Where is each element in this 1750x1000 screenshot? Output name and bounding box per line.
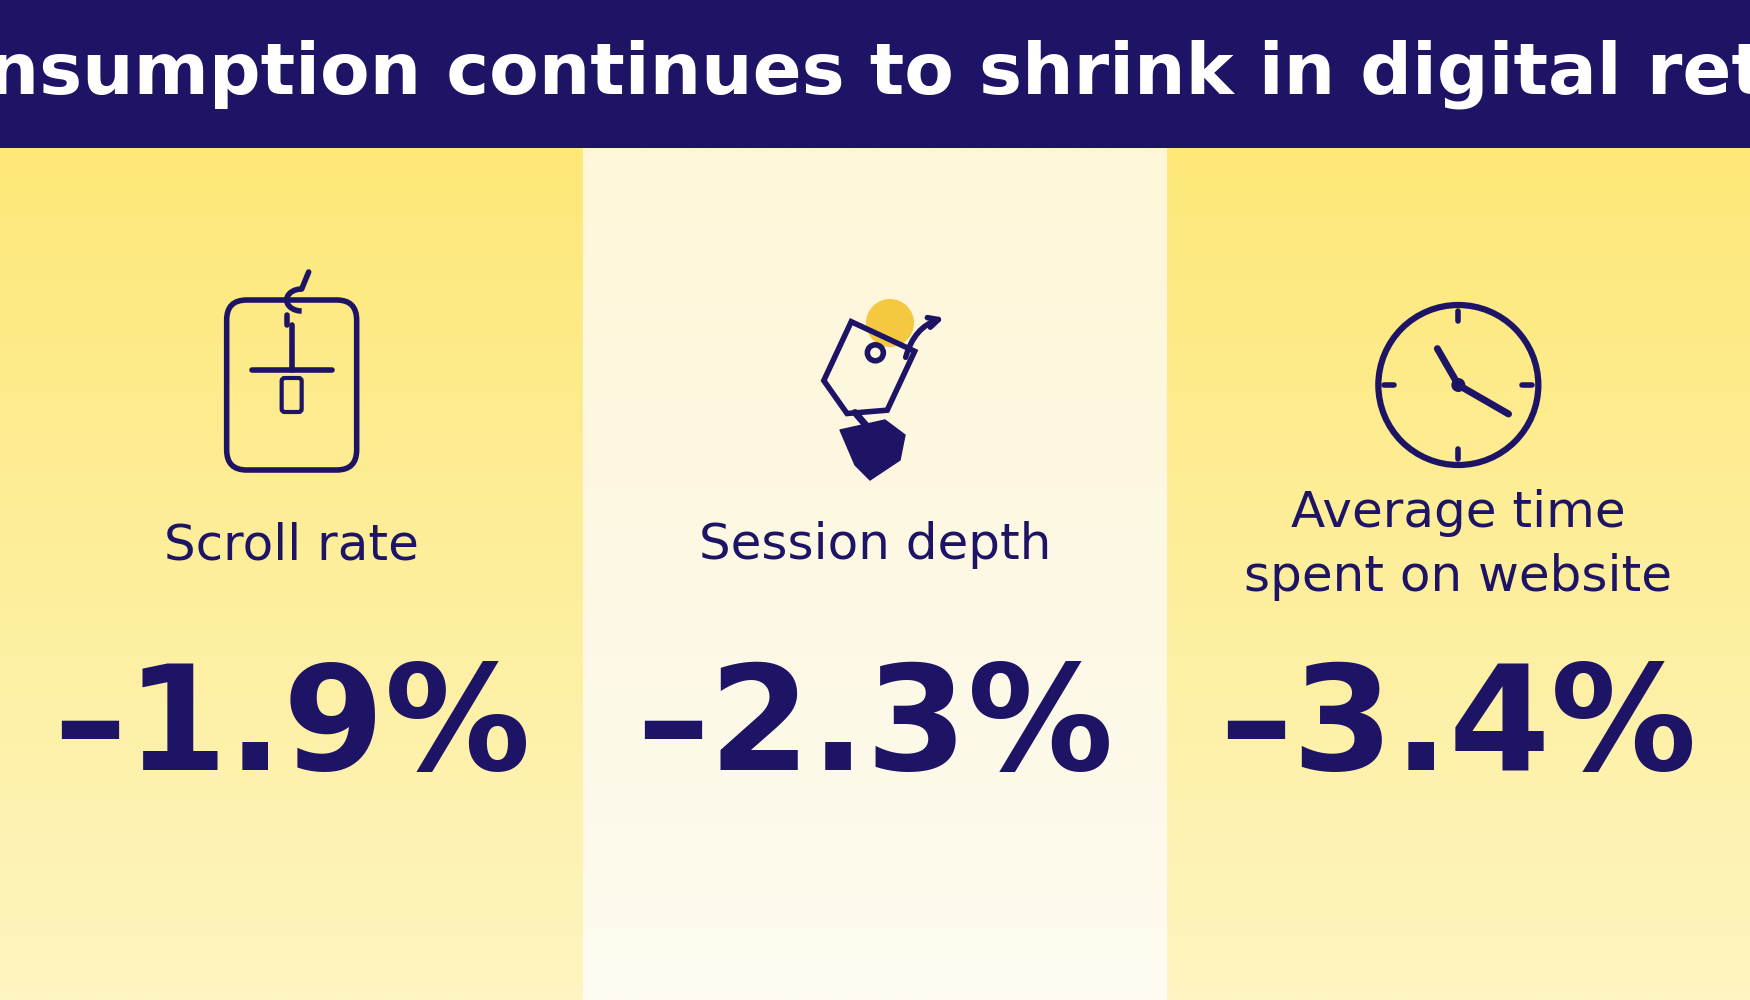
Text: Session depth: Session depth (698, 521, 1052, 569)
Text: –3.4%: –3.4% (1220, 660, 1698, 800)
Bar (1167, 148, 1750, 1000)
Text: Average time
spent on website: Average time spent on website (1244, 489, 1673, 601)
Bar (0, 0, 1750, 148)
Text: –2.3%: –2.3% (637, 660, 1113, 800)
Text: –1.9%: –1.9% (52, 660, 530, 800)
Bar (0, 148, 583, 1000)
Text: Consumption continues to shrink in digital retail: Consumption continues to shrink in digit… (0, 39, 1750, 109)
Bar (583, 148, 1167, 1000)
Circle shape (866, 299, 914, 347)
Polygon shape (840, 420, 905, 480)
Text: Scroll rate: Scroll rate (164, 521, 418, 569)
Circle shape (1451, 378, 1465, 392)
